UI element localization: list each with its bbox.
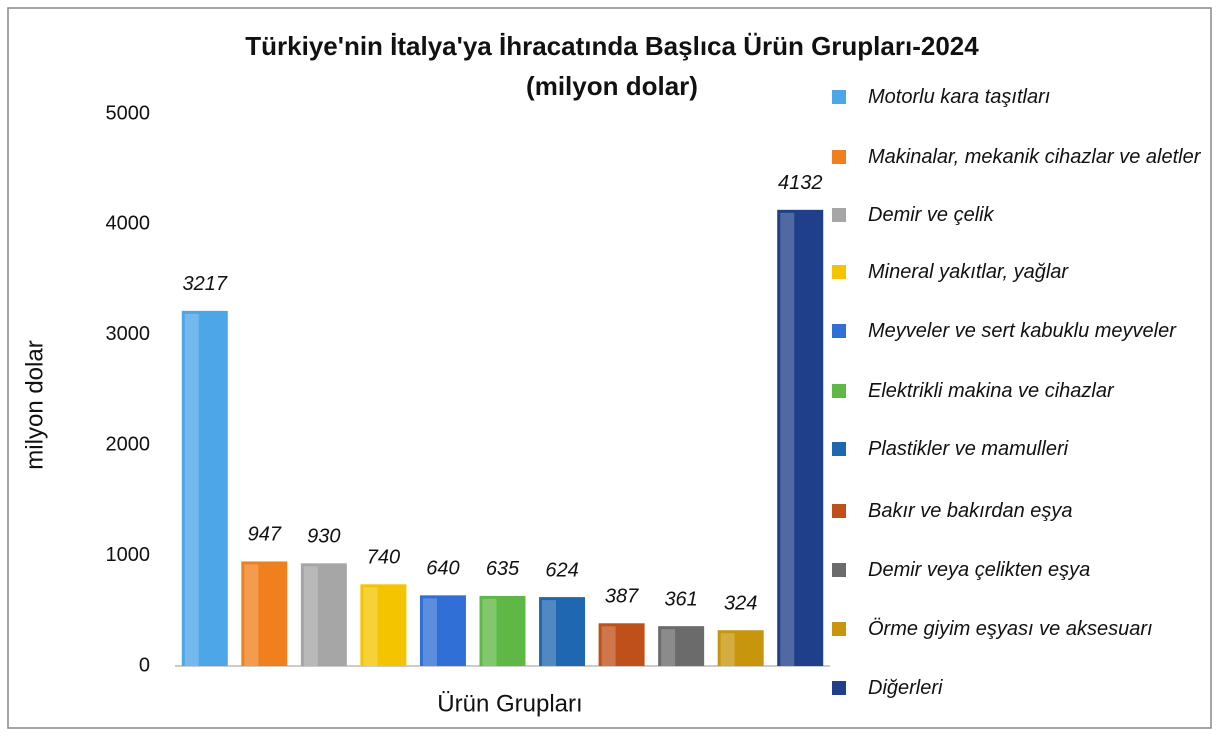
legend-swatch [832, 208, 846, 222]
legend-swatch [832, 324, 846, 338]
bar [598, 623, 645, 666]
bar [717, 630, 764, 666]
bar [539, 597, 586, 666]
bar [658, 626, 705, 666]
bar [777, 209, 824, 666]
legend-item: Diğerleri [832, 674, 1202, 702]
bar [479, 595, 526, 666]
data-label: 624 [545, 559, 578, 581]
data-label: 930 [307, 526, 340, 548]
data-label: 324 [724, 593, 757, 615]
data-label: 947 [248, 524, 282, 546]
legend-swatch [832, 90, 846, 104]
x-axis-label: Ürün Grupları [437, 690, 582, 717]
data-label: 635 [486, 558, 520, 580]
legend-swatch [832, 265, 846, 279]
y-tick-label: 4000 [106, 213, 151, 235]
legend-swatch [832, 563, 846, 577]
legend-item: Elektrikli makina ve cihazlar [832, 377, 1202, 405]
legend-label: Diğerleri [868, 677, 943, 699]
legend-item: Bakır ve bakırdan eşya [832, 497, 1202, 525]
legend-label: Motorlu kara taşıtları [868, 86, 1051, 108]
legend-swatch [832, 442, 846, 456]
legend-swatch [832, 622, 846, 636]
y-tick-label: 5000 [106, 102, 151, 124]
chart-subtitle: (milyon dolar) [526, 71, 698, 101]
legend-item: Demir ve çelik [832, 201, 1202, 229]
bar [419, 595, 466, 666]
y-tick-label: 1000 [106, 544, 151, 566]
legend-label: Makinalar, mekanik cihazlar ve aletler [868, 146, 1201, 168]
legend-item: Motorlu kara taşıtları [832, 83, 1202, 111]
data-label: 361 [664, 588, 697, 610]
legend-label: Demir ve çelik [868, 204, 994, 226]
bar [241, 561, 288, 666]
legend-label: Bakır ve bakırdan eşya [868, 500, 1073, 522]
y-tick-label: 0 [139, 654, 150, 676]
data-label: 740 [367, 547, 400, 569]
legend-swatch [832, 504, 846, 518]
data-label: 3217 [183, 273, 228, 295]
legend-item: Meyveler ve sert kabuklu meyveler [832, 317, 1202, 345]
legend-swatch [832, 150, 846, 164]
data-label: 387 [605, 586, 639, 608]
y-axis-label: milyon dolar [21, 340, 48, 469]
legend-item: Örme giyim eşyası ve aksesuarı [832, 615, 1202, 643]
legend-label: Demir veya çelikten eşya [868, 559, 1091, 581]
bar [360, 584, 407, 666]
y-tick-label: 2000 [106, 433, 151, 455]
bar [181, 310, 228, 666]
legend-label: Örme giyim eşyası ve aksesuarı [868, 618, 1153, 640]
chart-border [7, 7, 1212, 729]
legend-item: Makinalar, mekanik cihazlar ve aletler [832, 143, 1202, 171]
bar [300, 563, 347, 666]
legend-swatch [832, 681, 846, 695]
legend-label: Mineral yakıtlar, yağlar [868, 261, 1069, 283]
legend-item: Mineral yakıtlar, yağlar [832, 258, 1202, 286]
legend-swatch [832, 384, 846, 398]
y-tick-label: 3000 [106, 323, 151, 345]
legend-label: Meyveler ve sert kabuklu meyveler [868, 320, 1176, 342]
legend-label: Plastikler ve mamulleri [868, 438, 1069, 460]
data-label: 4132 [778, 172, 823, 194]
chart-title: Türkiye'nin İtalya'ya İhracatında Başlıc… [245, 31, 979, 61]
legend-label: Elektrikli makina ve cihazlar [868, 380, 1114, 402]
data-label: 640 [426, 558, 459, 580]
legend-item: Plastikler ve mamulleri [832, 435, 1202, 463]
legend-item: Demir veya çelikten eşya [832, 556, 1202, 584]
